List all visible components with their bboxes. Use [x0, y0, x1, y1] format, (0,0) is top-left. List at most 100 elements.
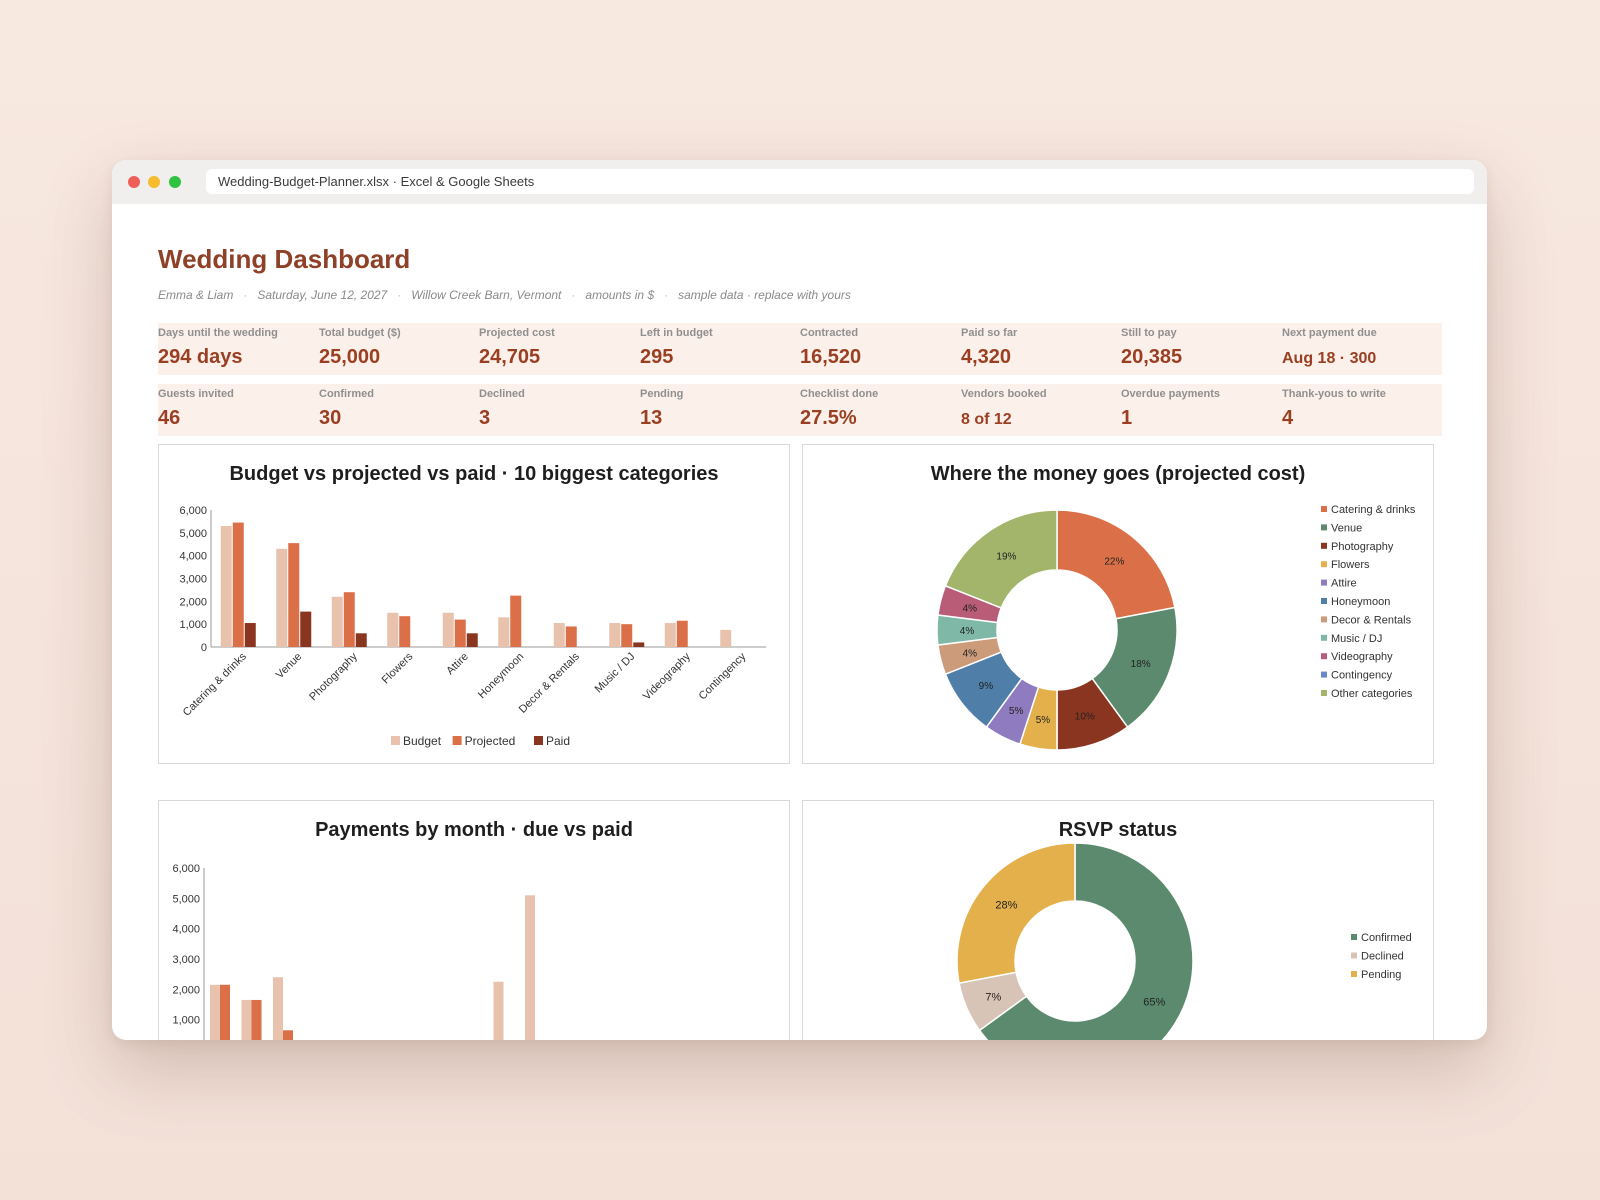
legend-label: Decor & Rentals [1331, 614, 1412, 626]
kpi-guests-invited[interactable]: Guests invited 46 [158, 384, 318, 436]
venue-name: Willow Creek Barn, Vermont [411, 288, 562, 302]
slice-label: 28% [995, 899, 1017, 911]
y-tick-label: 3,000 [172, 954, 200, 966]
address-bar[interactable]: Wedding-Budget-Planner.xlsx · Excel & Go… [206, 169, 1474, 194]
chart-payments-by-month[interactable]: Payments by month · due vs paid 1,000 2,0… [158, 800, 790, 1040]
sample-note: sample data · replace with yours [678, 288, 851, 302]
slice-label: 9% [979, 681, 994, 692]
bar-paid [283, 1030, 293, 1040]
chart-money-svg: 22% 18% 10% 5% 5% 9% 4% 4% 4% 19% Catering & drink… [936, 504, 1416, 751]
kpi-days-until[interactable]: Days until the wedding 294 days [158, 323, 318, 375]
legend-label: Projected [465, 734, 516, 748]
minimize-window-button[interactable] [148, 176, 160, 188]
kpi-label: Days until the wedding [158, 327, 278, 339]
x-tick-label: Flowers [380, 650, 416, 686]
legend-label: Budget [403, 734, 442, 748]
slice-label: 5% [1036, 715, 1051, 726]
slice-label: 22% [1104, 557, 1124, 568]
slice-label: 7% [985, 991, 1001, 1003]
kpi-value: 27.5% [800, 407, 857, 429]
kpi-value: 24,705 [479, 346, 541, 368]
legend-label: Other categories [1331, 688, 1413, 700]
kpi-value: 8 of 12 [961, 411, 1012, 428]
kpi-value: 13 [640, 407, 663, 429]
chart-budget-vs-projected[interactable]: Budget vs projected vs paid · 10 biggest… [158, 444, 790, 764]
kpi-thank-yous[interactable]: Thank-yous to write 4 [1282, 384, 1442, 436]
separator: · [397, 288, 402, 302]
bar-budget [276, 548, 288, 647]
legend-label: Contingency [1331, 670, 1393, 682]
kpi-label: Thank-yous to write [1282, 388, 1386, 400]
legend-swatch [1321, 690, 1327, 696]
bar-projected [565, 626, 577, 647]
bar-paid [300, 611, 312, 647]
legend-label: Flowers [1331, 559, 1370, 571]
bar-paid [633, 642, 645, 647]
close-window-button[interactable] [128, 176, 140, 188]
kpi-contracted[interactable]: Contracted 16,520 [800, 323, 960, 375]
kpi-label: Checklist done [800, 388, 879, 400]
kpi-label: Left in budget [640, 327, 713, 339]
kpi-value: 30 [319, 407, 342, 429]
kpi-label: Overdue payments [1121, 388, 1221, 400]
kpi-total-budget[interactable]: Total budget ($) 25,000 [319, 323, 479, 375]
chart-title: Where the money goes (projected cost) [930, 463, 1306, 485]
kpi-value: 4 [1282, 407, 1294, 429]
x-tick-label: Videography [641, 650, 693, 702]
kpi-confirmed[interactable]: Confirmed 30 [319, 384, 479, 436]
kpi-paid-so-far[interactable]: Paid so far 4,320 [961, 323, 1121, 375]
donut-slice [1056, 509, 1176, 620]
kpi-next-payment[interactable]: Next payment due Aug 18 · 300 [1282, 323, 1442, 375]
kpi-pending[interactable]: Pending 13 [640, 384, 800, 436]
wedding-date: Saturday, June 12, 2027 [257, 288, 388, 302]
bar-due [493, 981, 504, 1040]
kpi-still-to-pay[interactable]: Still to pay 20,385 [1121, 323, 1281, 375]
bar-projected [621, 624, 633, 647]
bar-due [273, 977, 283, 1040]
kpi-value: 16,520 [800, 346, 862, 368]
slice-label: 5% [1009, 706, 1024, 717]
kpi-label: Declined [479, 388, 525, 400]
chart-title: RSVP status [1058, 819, 1178, 841]
separator: · [571, 288, 576, 302]
kpi-checklist-done[interactable]: Checklist done 27.5% [800, 384, 960, 436]
separator: · [243, 288, 248, 302]
kpi-projected-cost[interactable]: Projected cost 24,705 [479, 323, 639, 375]
bar-due [241, 999, 252, 1040]
y-tick-label: 1,000 [172, 1015, 200, 1027]
legend-label: Music / DJ [1331, 633, 1382, 645]
x-tick-label: Music / DJ [593, 651, 638, 696]
legend-swatch [1321, 579, 1327, 586]
page-title: Wedding Dashboard [158, 244, 411, 274]
kpi-overdue-payments[interactable]: Overdue payments 1 [1121, 384, 1281, 436]
legend-swatch [1321, 561, 1327, 568]
bar-budget [609, 623, 621, 647]
y-tick-label: 1,000 [179, 619, 207, 631]
legend-label: Venue [1331, 522, 1362, 534]
kpi-declined[interactable]: Declined 3 [479, 384, 639, 436]
legend-swatch [1351, 971, 1357, 977]
kpi-value: 4,320 [961, 346, 1012, 368]
kpi-vendors-booked[interactable]: Vendors booked 8 of 12 [961, 384, 1121, 436]
kpi-label: Vendors booked [961, 388, 1047, 400]
currency-note: amounts in $ [585, 288, 655, 302]
legend-swatch [1321, 598, 1327, 604]
legend-swatch [1321, 542, 1327, 549]
slice-label: 19% [996, 552, 1016, 563]
bar-budget [498, 617, 510, 647]
bar-budget [664, 623, 676, 647]
legend-label: Attire [1331, 578, 1357, 590]
bar-projected [232, 522, 244, 647]
kpi-value: 1 [1121, 407, 1133, 429]
y-tick-label: 2,000 [172, 984, 200, 996]
kpi-left-in-budget[interactable]: Left in budget 295 [640, 323, 800, 375]
kpi-value: 3 [479, 407, 491, 429]
chart-rsvp-status[interactable]: RSVP status 65% 7% 28% Confirmed Declined Pen… [802, 800, 1434, 1040]
y-tick-label: 0 [201, 642, 207, 654]
slice-label: 4% [963, 604, 978, 615]
chart-money-donut[interactable]: Where the money goes (projected cost) 22… [802, 444, 1434, 764]
legend-swatch [452, 736, 462, 745]
maximize-window-button[interactable] [169, 176, 181, 188]
kpi-value: 295 [640, 346, 674, 368]
slice-label: 4% [960, 626, 975, 637]
